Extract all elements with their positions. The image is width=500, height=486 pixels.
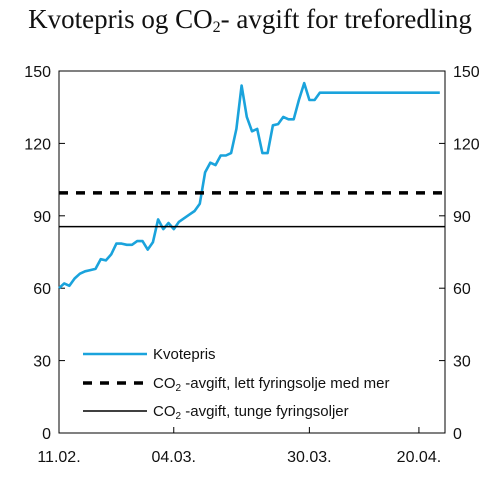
chart-title: Kvotepris og CO2- avgift for treforedlin… xyxy=(28,4,472,36)
x-tick-label: 30.03. xyxy=(287,449,331,466)
x-tick-label: 20.04. xyxy=(397,449,441,466)
x-tick-label: 11.02. xyxy=(37,449,80,466)
y-tick-label-right: 90 xyxy=(453,209,471,226)
legend-label-1: Kvotepris xyxy=(153,346,216,363)
y-tick-label-left: 60 xyxy=(33,281,51,298)
y-tick-label-left: 0 xyxy=(42,426,51,443)
legend-label-3: CO2 -avgift, tunge fyringsoljer xyxy=(153,403,349,422)
y-tick-label-left: 90 xyxy=(33,209,51,226)
legend-label-2: CO2 -avgift, lett fyringsolje med mer xyxy=(153,375,389,394)
y-tick-label-left: 150 xyxy=(24,64,51,81)
x-tick-label: 04.03. xyxy=(152,449,196,466)
y-tick-label-right: 150 xyxy=(453,64,480,81)
y-tick-label-right: 30 xyxy=(453,354,471,371)
plot-frame xyxy=(58,70,446,434)
y-tick-label-left: 120 xyxy=(24,136,51,153)
y-tick-label-right: 60 xyxy=(453,281,471,298)
y-tick-label-right: 0 xyxy=(453,426,462,443)
y-tick-label-right: 120 xyxy=(453,136,480,153)
y-tick-label-left: 30 xyxy=(33,354,51,371)
series-line-kvotepris xyxy=(58,81,440,290)
